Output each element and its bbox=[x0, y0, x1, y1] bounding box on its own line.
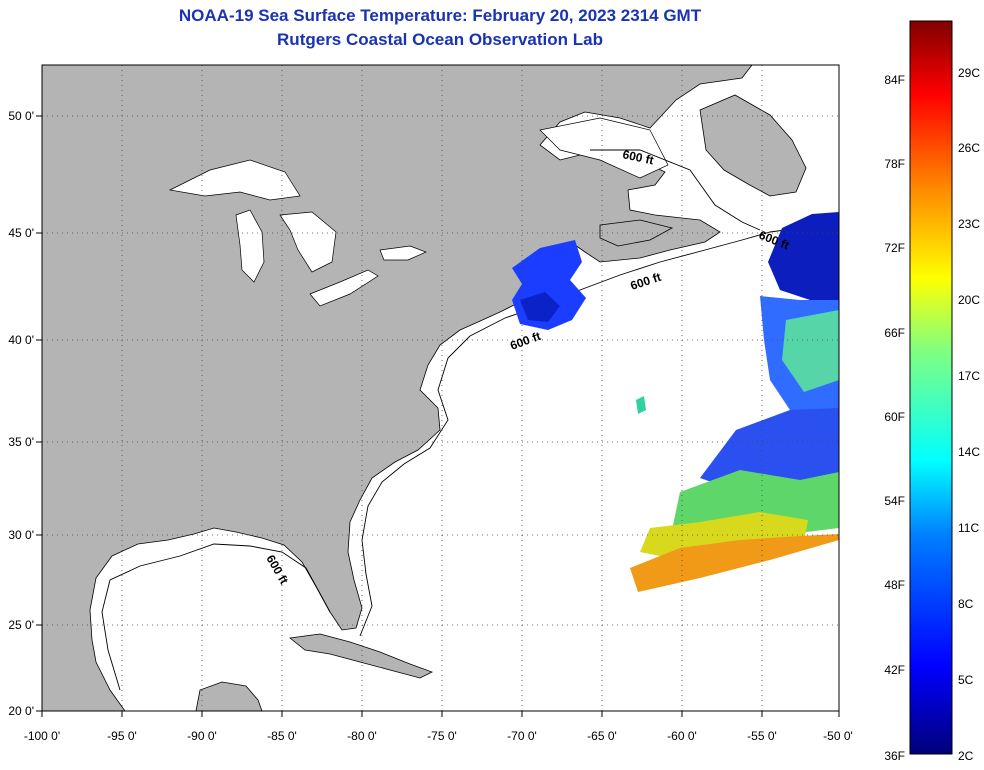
lon-tick-label: -75 0' bbox=[427, 729, 457, 743]
cuba-land bbox=[289, 633, 434, 679]
colorbar-c-label: 5C bbox=[958, 673, 974, 687]
colorbar-f-label: 48F bbox=[884, 578, 905, 592]
colorbar-fahrenheit-labels: 84F 78F 72F 66F 60F 54F 48F 42F 36F bbox=[884, 73, 905, 763]
lat-tick-label: 20 0' bbox=[8, 704, 34, 718]
colorbar-c-label: 8C bbox=[958, 597, 974, 611]
colorbar bbox=[909, 20, 953, 755]
gulf-st-lawrence bbox=[539, 117, 669, 179]
colorbar-celsius-labels: 29C 26C 23C 20C 17C 14C 11C 8C 5C 2C bbox=[958, 66, 980, 763]
sst-swath-south-orange bbox=[630, 534, 839, 592]
lat-tick-label: 25 0' bbox=[8, 618, 34, 632]
lake-ontario bbox=[379, 245, 427, 261]
colorbar-c-label: 14C bbox=[958, 445, 980, 459]
sst-swath-mid-green bbox=[782, 310, 839, 392]
contour-label: 600 ft bbox=[621, 147, 655, 167]
colorbar-f-label: 66F bbox=[884, 326, 905, 340]
lake-michigan bbox=[235, 209, 265, 283]
lake-superior bbox=[168, 159, 301, 201]
sst-patch-gulf-of-maine-dark bbox=[520, 292, 560, 322]
lon-tick-label: -80 0' bbox=[347, 729, 377, 743]
colorbar-f-label: 54F bbox=[884, 494, 905, 508]
map-title: NOAA-19 Sea Surface Temperature: Februar… bbox=[178, 6, 702, 25]
lon-tick-label: -100 0' bbox=[24, 729, 60, 743]
longitude-labels: -100 0' -95 0' -90 0' -85 0' -80 0' -75 … bbox=[24, 729, 853, 743]
contour-600ft-gulf bbox=[101, 543, 331, 691]
latitude-labels: 50 0' 45 0' 40 0' 35 0' 30 0' 25 0' 20 0… bbox=[8, 109, 34, 718]
sst-patch-small-cyan bbox=[636, 396, 646, 414]
colorbar-c-label: 17C bbox=[958, 369, 980, 383]
colorbar-c-label: 23C bbox=[958, 217, 980, 231]
map-frame bbox=[41, 64, 840, 712]
colorbar-c-label: 26C bbox=[958, 141, 980, 155]
lake-huron bbox=[279, 211, 337, 273]
lon-tick-label: -60 0' bbox=[667, 729, 697, 743]
yucatan-land bbox=[195, 681, 263, 711]
nova-scotia-land bbox=[599, 219, 674, 247]
colorbar-f-label: 60F bbox=[884, 410, 905, 424]
colorbar-f-label: 72F bbox=[884, 241, 905, 255]
colorbar-f-label: 84F bbox=[884, 73, 905, 87]
newfoundland-land bbox=[699, 94, 807, 197]
lat-tick-label: 30 0' bbox=[8, 528, 34, 542]
lon-tick-label: -85 0' bbox=[267, 729, 297, 743]
lon-tick-label: -55 0' bbox=[747, 729, 777, 743]
lat-tick-label: 50 0' bbox=[8, 109, 34, 123]
colorbar-c-label: 2C bbox=[958, 749, 974, 763]
lon-tick-label: -90 0' bbox=[187, 729, 217, 743]
colorbar-f-label: 42F bbox=[884, 663, 905, 677]
map-subtitle: Rutgers Coastal Ocean Observation Lab bbox=[277, 30, 603, 49]
colorbar-f-label: 36F bbox=[884, 749, 905, 763]
lat-tick-label: 35 0' bbox=[8, 435, 34, 449]
lake-erie bbox=[309, 269, 379, 307]
lat-tick-label: 45 0' bbox=[8, 226, 34, 240]
lon-tick-label: -65 0' bbox=[587, 729, 617, 743]
colorbar-c-label: 11C bbox=[958, 521, 979, 535]
lon-tick-label: -95 0' bbox=[107, 729, 137, 743]
sst-swath-north bbox=[768, 212, 839, 300]
lon-tick-label: -50 0' bbox=[823, 729, 853, 743]
contour-600ft-south bbox=[359, 335, 471, 637]
lon-tick-label: -70 0' bbox=[507, 729, 537, 743]
lat-tick-label: 40 0' bbox=[8, 333, 34, 347]
axis-ticks bbox=[36, 115, 840, 717]
colorbar-f-label: 78F bbox=[884, 157, 905, 171]
colorbar-c-label: 29C bbox=[958, 66, 980, 80]
contour-600ft-north bbox=[590, 149, 761, 231]
colorbar-c-label: 20C bbox=[958, 293, 980, 307]
